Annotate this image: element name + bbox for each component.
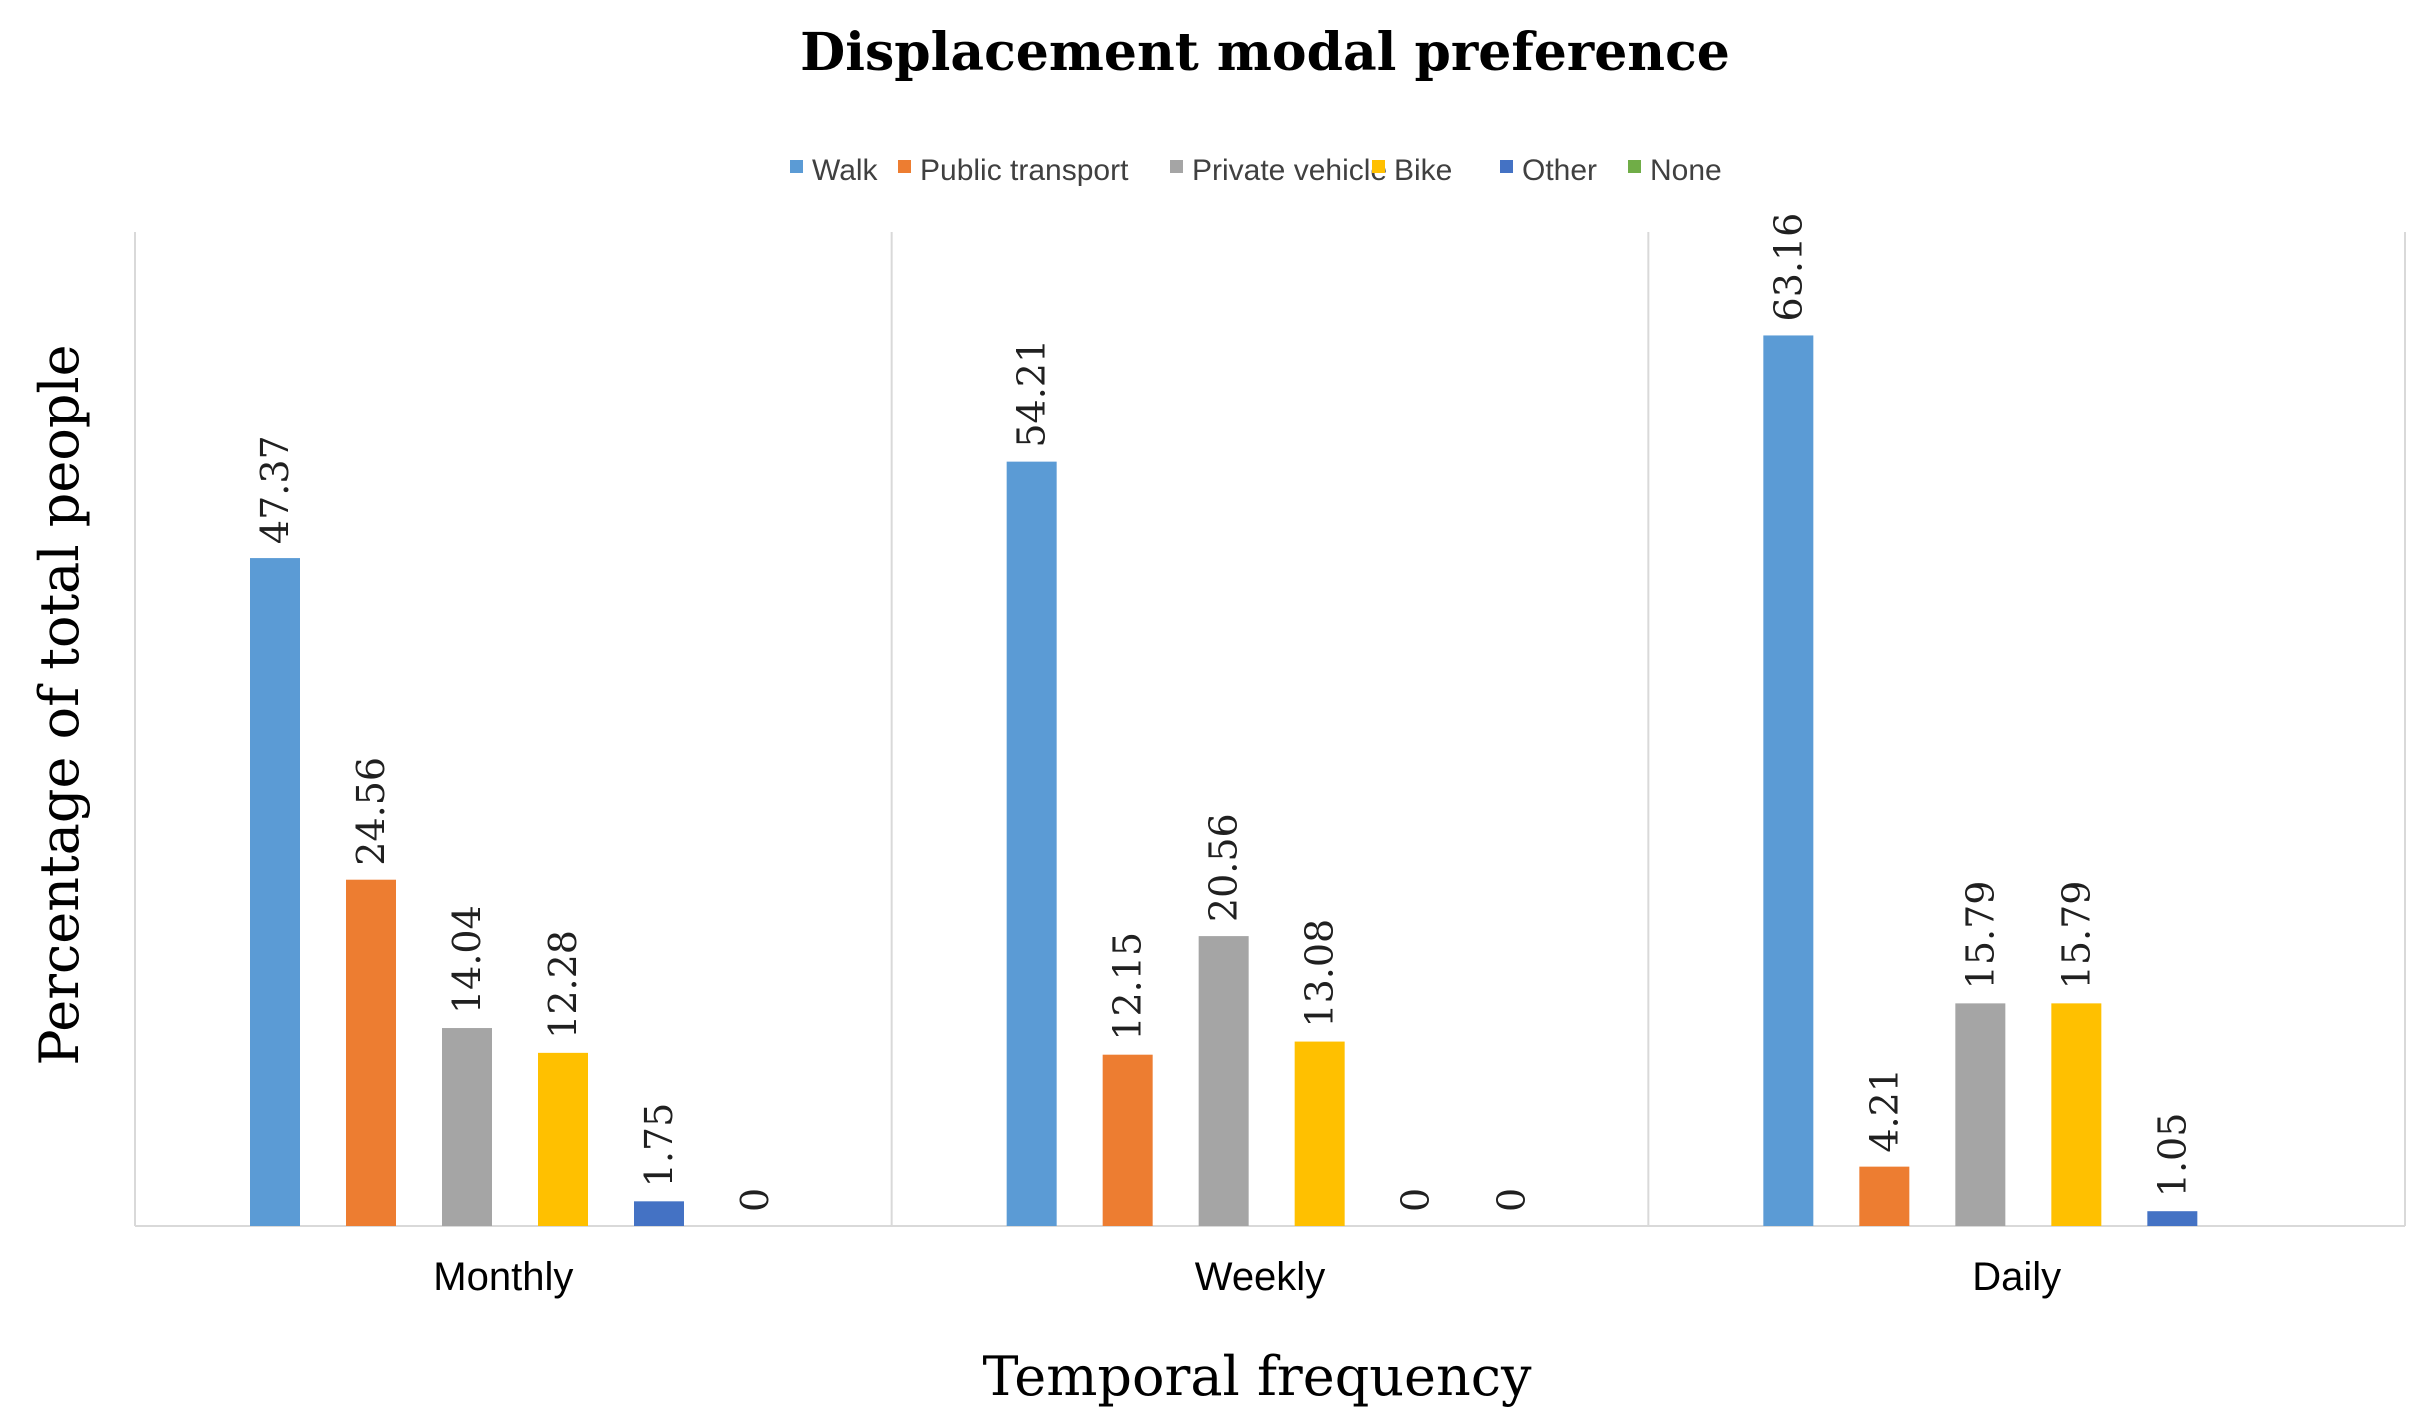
- bar-public-transport-weekly: [1102, 1054, 1153, 1226]
- bar-walk-weekly: [1006, 461, 1057, 1226]
- bar-bike-daily: [2051, 1003, 2102, 1226]
- data-label: 1.75: [637, 1103, 681, 1188]
- plot-area: 47.37 24.56 14.04 12.28 1.75 0 Monthly 54.21 12.…: [134, 213, 2406, 1299]
- data-label: 12.28: [541, 930, 585, 1039]
- category-label: Weekly: [1195, 1255, 1325, 1299]
- bar-private-vehicle-daily: [1955, 1003, 2006, 1226]
- legend-swatch: [1372, 160, 1385, 173]
- data-label: 0: [733, 1188, 777, 1212]
- data-label: 20.56: [1202, 813, 1246, 922]
- data-label: 1.05: [2150, 1113, 2194, 1198]
- data-label: 63.16: [1766, 213, 1810, 322]
- legend-label: Other: [1522, 154, 1597, 187]
- legend-swatch: [1170, 160, 1183, 173]
- bar-walk-monthly: [250, 558, 300, 1226]
- legend-label: Bike: [1394, 154, 1452, 187]
- x-axis-title: Temporal frequency: [982, 1345, 1532, 1408]
- category-label: Monthly: [433, 1255, 573, 1299]
- bar-private-vehicle-monthly: [442, 1028, 492, 1226]
- legend-swatch: [898, 160, 911, 173]
- bar-other-daily: [2147, 1211, 2198, 1226]
- data-label: 0: [1394, 1188, 1438, 1212]
- data-label: 47.37: [253, 435, 297, 544]
- legend: Walk Public transport Private vehicle Bike O…: [790, 154, 1722, 187]
- legend-swatch: [1628, 160, 1641, 173]
- data-label: 15.79: [1958, 881, 2002, 990]
- bar-bike-weekly: [1294, 1041, 1345, 1226]
- bar-public-transport-monthly: [346, 879, 396, 1226]
- data-label: 54.21: [1010, 339, 1054, 448]
- chart-title: Displacement modal preference: [800, 22, 1730, 83]
- legend-label: None: [1650, 154, 1722, 187]
- bar-public-transport-daily: [1859, 1166, 1910, 1226]
- legend-swatch: [790, 160, 803, 173]
- bar-bike-monthly: [538, 1052, 588, 1226]
- y-axis-title: Percentage of total people: [28, 344, 91, 1065]
- legend-label: Walk: [812, 154, 879, 187]
- data-label: 13.08: [1298, 919, 1342, 1028]
- bar-walk-daily: [1763, 335, 1814, 1227]
- data-label: 24.56: [349, 757, 393, 866]
- category-label: Daily: [1972, 1255, 2061, 1299]
- data-label: 0: [1490, 1188, 1534, 1212]
- data-label: 14.04: [445, 905, 489, 1014]
- bar-other-monthly: [634, 1201, 684, 1226]
- legend-label: Public transport: [920, 154, 1129, 187]
- data-label: 4.21: [1862, 1068, 1906, 1153]
- legend-label: Private vehicle: [1192, 154, 1387, 187]
- bar-private-vehicle-weekly: [1198, 936, 1249, 1226]
- data-label: 12.15: [1106, 932, 1150, 1041]
- legend-swatch: [1500, 160, 1513, 173]
- data-label: 15.79: [2054, 881, 2098, 990]
